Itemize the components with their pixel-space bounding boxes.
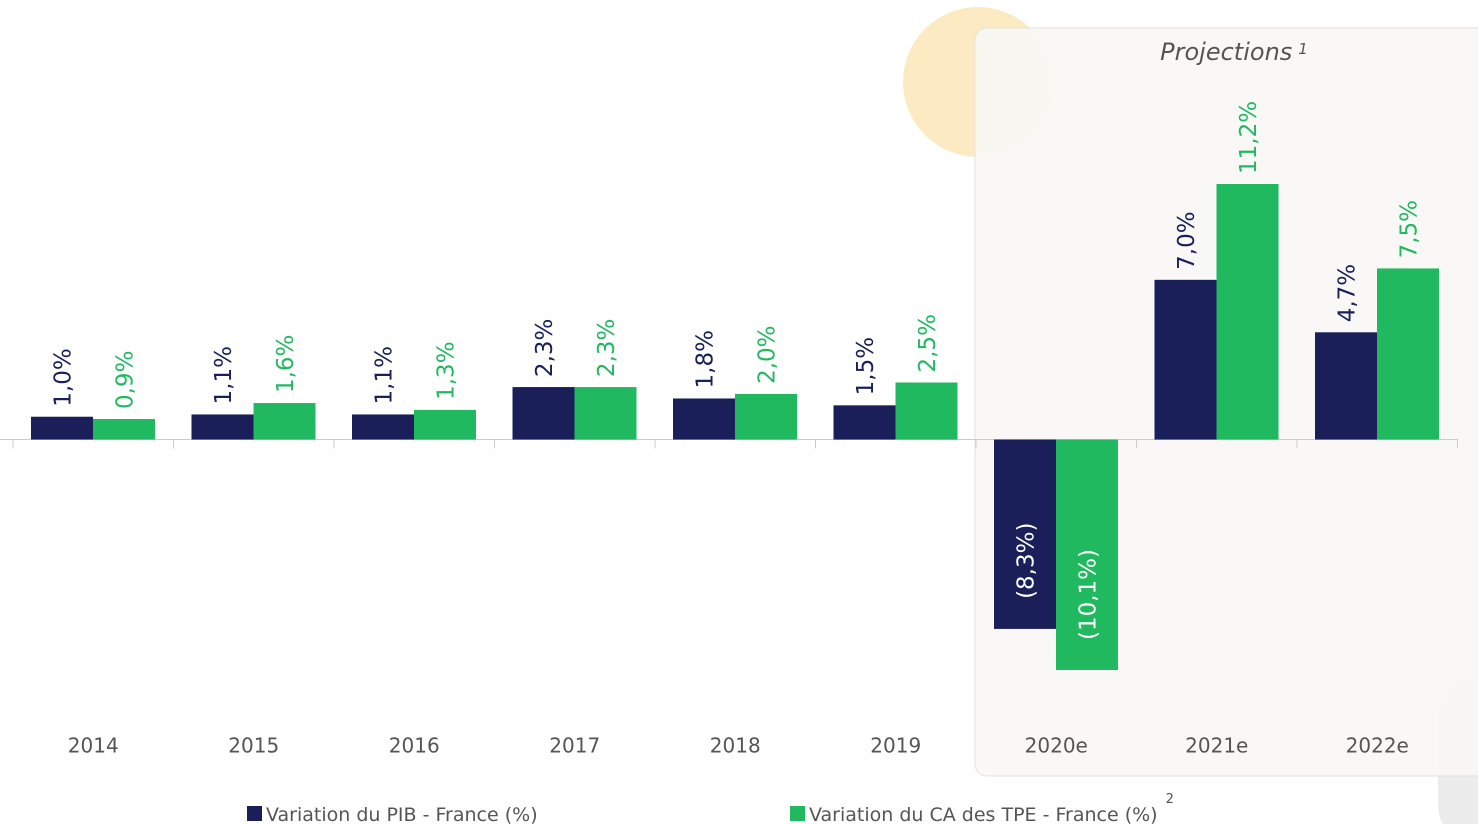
projections-note: 1 — [1298, 40, 1308, 58]
bar — [895, 382, 958, 440]
value-label: 7,5% — [1397, 200, 1423, 258]
projections-title-text: Projections — [1160, 38, 1292, 66]
legend-text: Variation du CA des TPE - France (%) — [809, 804, 1158, 824]
value-label: 11,2% — [1236, 101, 1262, 174]
bar — [574, 387, 637, 440]
bar — [735, 393, 797, 440]
legend-text: Variation du PIB - France (%) — [266, 804, 538, 824]
bar — [191, 414, 254, 440]
bar — [512, 387, 575, 440]
legend-label: Variation du PIB - France (%) — [266, 804, 538, 824]
bar — [253, 403, 316, 440]
plot: 2014 1,0% 0,9% 2015 1,1% 1,6% 2016 1,1% 1,3% 2017… — [0, 101, 1458, 824]
bar — [93, 419, 155, 440]
bar — [1377, 268, 1439, 440]
value-label: 1,3% — [434, 341, 460, 399]
legend-label: Variation du CA des TPE - France (%) 2 — [809, 792, 1174, 824]
x-tick-label: 2017 — [549, 734, 600, 758]
bar — [833, 405, 896, 440]
value-label: 0,9% — [113, 351, 139, 409]
projections-title: Projections 1 — [1160, 38, 1308, 66]
x-tick-label: 2014 — [68, 734, 119, 758]
value-label: 1,0% — [51, 348, 77, 406]
value-label: 2,5% — [915, 314, 941, 372]
bar — [1315, 332, 1377, 440]
bar — [994, 439, 1056, 629]
x-tick-label: 2019 — [870, 734, 921, 758]
value-label: 1,1% — [372, 346, 398, 404]
x-tick-label: 2020e — [1025, 734, 1088, 758]
bar — [352, 414, 414, 440]
x-tick-label: 2018 — [710, 734, 761, 758]
bar — [1154, 279, 1217, 440]
x-tick-label: 2021e — [1185, 734, 1248, 758]
x-tick-label: 2015 — [228, 734, 279, 758]
bar — [673, 398, 735, 440]
bar — [31, 416, 93, 440]
bar — [1216, 184, 1279, 440]
bar — [414, 409, 476, 440]
x-tick-label: 2022e — [1346, 734, 1409, 758]
value-label: 2,0% — [755, 325, 781, 383]
value-label: 1,6% — [273, 335, 299, 393]
value-label: (8,3%) — [1014, 523, 1040, 599]
value-label: 2,3% — [532, 319, 558, 377]
value-label: 2,3% — [594, 319, 620, 377]
value-label: (10,1%) — [1076, 549, 1102, 640]
legend-swatch — [790, 806, 805, 821]
value-label: 1,8% — [693, 330, 719, 388]
value-label: 1,5% — [853, 337, 879, 395]
legend-note: 2 — [1166, 792, 1174, 807]
legend-swatch — [247, 806, 262, 821]
x-tick-label: 2016 — [389, 734, 440, 758]
bar — [1056, 439, 1118, 670]
value-label: 4,7% — [1335, 264, 1361, 322]
value-label: 7,0% — [1174, 211, 1200, 269]
value-label: 1,1% — [211, 346, 237, 404]
